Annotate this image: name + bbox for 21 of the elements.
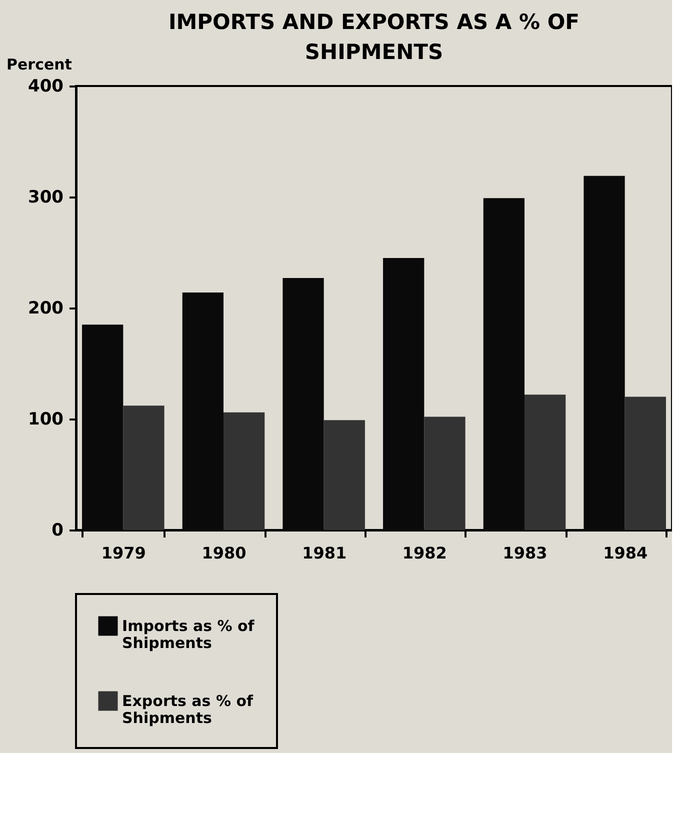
x-tick-label: 1979	[101, 544, 146, 562]
x-tick-label: 1980	[202, 544, 246, 562]
x-tick-label: 1982	[402, 544, 447, 562]
x-tick-label: 1983	[502, 544, 548, 562]
legend-label: Exports as % of Shipments	[122, 692, 254, 727]
bar	[524, 394, 566, 530]
x-tick-label: 1981	[302, 544, 347, 562]
bar	[424, 416, 466, 530]
bar	[123, 406, 164, 530]
legend-label: Imports as % of Shipments	[122, 617, 255, 652]
bar	[324, 420, 365, 530]
bar	[624, 396, 666, 530]
y-tick-label: 300	[28, 188, 64, 208]
x-tick-label: 1984	[603, 544, 648, 562]
y-tick-label: 200	[28, 298, 64, 318]
chart-title: IMPORTS AND EXPORTS AS A % OF SHIPMENTS	[168, 10, 580, 64]
y-tick-label: 100	[28, 410, 64, 430]
y-axis-title: Percent	[6, 56, 72, 74]
y-tick-label: 400	[28, 76, 64, 96]
y-tick-label: 0	[52, 520, 64, 540]
bar	[223, 412, 265, 530]
